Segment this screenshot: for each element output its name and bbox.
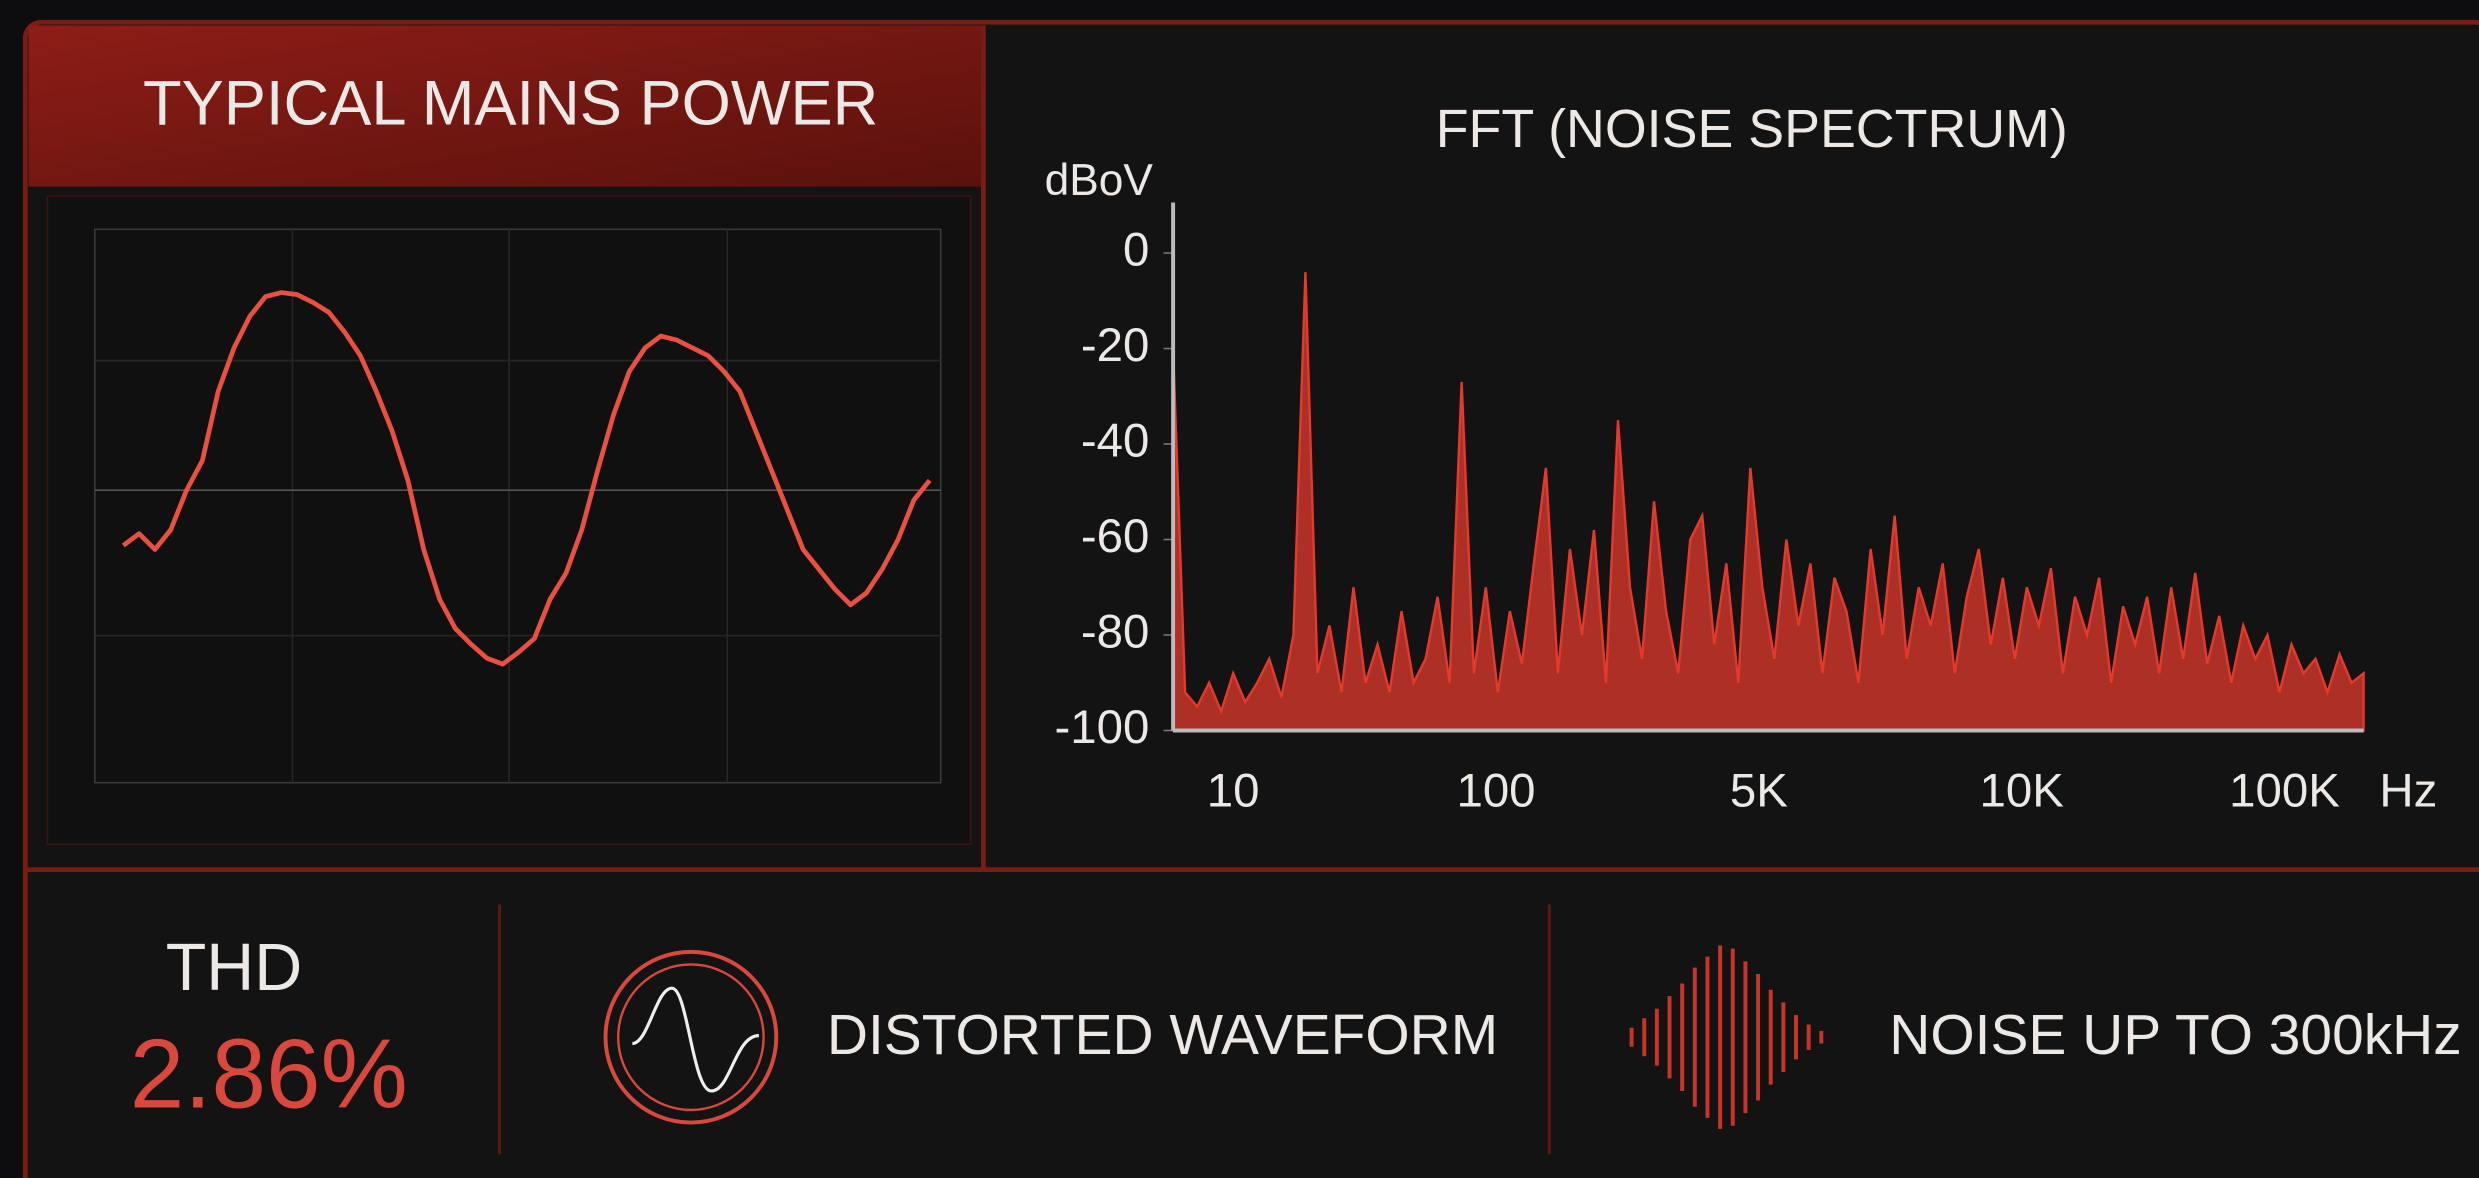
panel-title: TYPICAL MAINS POWER [143, 68, 878, 138]
feature-text: DISTORTED WAVEFORM [827, 1003, 1498, 1067]
y-axis-label: dBoV [1045, 156, 1154, 205]
x-tick-label: 10K [1980, 764, 2065, 817]
y-tick-label: -20 [1081, 319, 1150, 372]
noise-icon [1629, 945, 1824, 1129]
x-tick-label: 5K [1730, 764, 1788, 817]
chart-title: FFT (NOISE SPECTRUM) [1436, 99, 2068, 159]
y-tick-label: -60 [1081, 510, 1150, 563]
y-tick-label: 0 [1123, 224, 1149, 277]
waveform-icon [603, 949, 779, 1125]
spectrum-area [1171, 272, 2365, 732]
scope-grid [94, 228, 942, 784]
x-unit: Hz [2379, 764, 2437, 817]
x-tick-label: 100 [1456, 764, 1535, 817]
header-band [28, 25, 984, 187]
thd-label: THD [166, 931, 302, 1005]
y-tick-label: -100 [1054, 701, 1149, 754]
plots: 0 -20 -40 -60 -80 -100 10 100 5K 10K 100K [121, 202, 2365, 817]
y-tick-label: -80 [1081, 606, 1150, 659]
x-tick-label: 10 [1207, 764, 1260, 817]
thd-value: 2.86% [130, 1018, 408, 1128]
y-tick-label: -40 [1081, 415, 1150, 468]
scope-grid [94, 229, 941, 783]
x-tick-label: 100K [2229, 764, 2340, 817]
waveform-line [121, 290, 932, 667]
feature-text: NOISE UP TO 300kHz [1889, 1003, 2461, 1067]
